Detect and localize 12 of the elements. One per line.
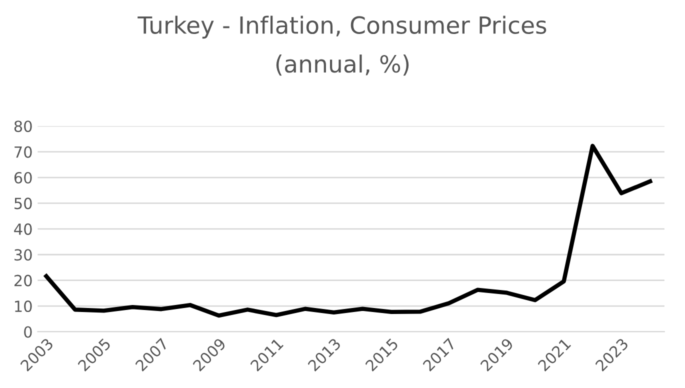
y-tick-label: 50	[14, 198, 32, 210]
y-tick-label: 40	[14, 223, 32, 235]
y-tick-label: 30	[14, 249, 32, 261]
y-tick-label: 20	[14, 274, 32, 286]
y-tick-label: 80	[14, 120, 32, 132]
y-tick-label: 0	[24, 326, 32, 338]
line-series	[44, 144, 652, 318]
chart-subtitle: (annual, %)	[276, 54, 409, 76]
chart-title: Turkey - Inflation, Consumer Prices	[138, 16, 546, 39]
y-tick-label: 70	[14, 146, 32, 158]
y-tick-label: 60	[14, 172, 32, 184]
y-tick-label: 10	[15, 300, 32, 312]
